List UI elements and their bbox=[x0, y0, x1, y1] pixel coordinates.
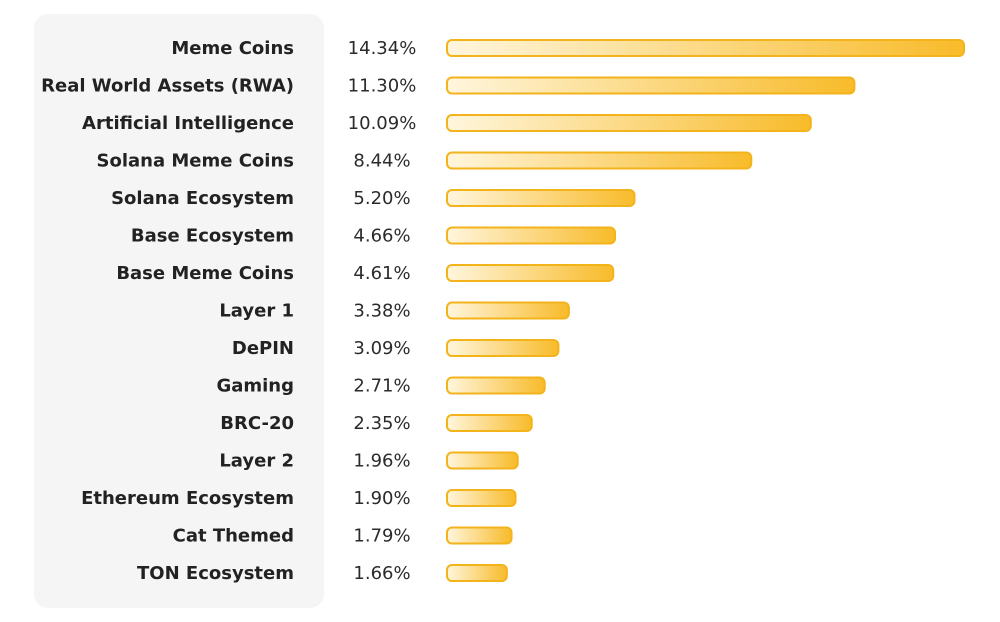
bar bbox=[446, 151, 753, 170]
bar bbox=[446, 39, 965, 57]
value-label: 3.38% bbox=[353, 301, 410, 322]
category-label: Artificial Intelligence bbox=[82, 113, 294, 134]
category-label: BRC-20 bbox=[220, 413, 294, 434]
value-label: 1.79% bbox=[353, 526, 410, 547]
category-label: Base Meme Coins bbox=[116, 263, 294, 284]
bar bbox=[446, 114, 812, 132]
value-label: 4.61% bbox=[353, 263, 410, 284]
category-label: Base Ecosystem bbox=[131, 226, 294, 247]
bar bbox=[446, 376, 546, 395]
value-label: 10.09% bbox=[348, 113, 417, 134]
value-label: 2.35% bbox=[353, 413, 410, 434]
category-label: Meme Coins bbox=[171, 38, 294, 59]
category-label: Gaming bbox=[216, 376, 294, 397]
category-label: Ethereum Ecosystem bbox=[81, 488, 294, 509]
bar bbox=[446, 564, 508, 582]
category-label: DePIN bbox=[232, 338, 294, 359]
bar bbox=[446, 226, 617, 245]
category-label: Solana Ecosystem bbox=[111, 188, 294, 209]
value-label: 2.71% bbox=[353, 376, 410, 397]
bar bbox=[446, 414, 533, 432]
bar bbox=[446, 526, 513, 545]
bar bbox=[446, 451, 519, 470]
value-label: 4.66% bbox=[353, 226, 410, 247]
value-label: 1.96% bbox=[353, 451, 410, 472]
value-label: 5.20% bbox=[353, 188, 410, 209]
category-label: Cat Themed bbox=[173, 526, 294, 547]
value-label: 1.90% bbox=[353, 488, 410, 509]
value-label: 8.44% bbox=[353, 151, 410, 172]
bar bbox=[446, 76, 856, 95]
category-label: TON Ecosystem bbox=[137, 563, 294, 584]
value-label: 1.66% bbox=[353, 563, 410, 584]
category-label: Real World Assets (RWA) bbox=[41, 76, 294, 97]
value-label: 3.09% bbox=[353, 338, 410, 359]
bar bbox=[446, 339, 560, 357]
category-label: Solana Meme Coins bbox=[97, 151, 295, 172]
bar bbox=[446, 189, 636, 207]
bar bbox=[446, 264, 615, 282]
category-label: Layer 1 bbox=[219, 301, 294, 322]
value-label: 14.34% bbox=[348, 38, 417, 59]
bar bbox=[446, 489, 517, 507]
category-label: Layer 2 bbox=[219, 451, 294, 472]
value-label: 11.30% bbox=[348, 76, 417, 97]
category-label-panel bbox=[34, 14, 324, 608]
bar bbox=[446, 301, 570, 320]
